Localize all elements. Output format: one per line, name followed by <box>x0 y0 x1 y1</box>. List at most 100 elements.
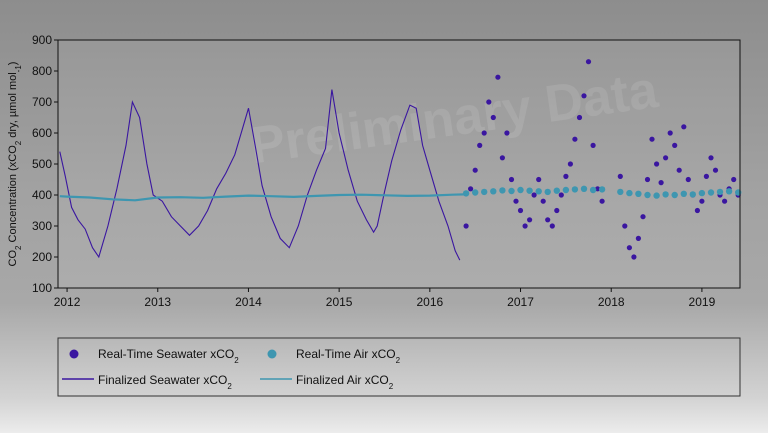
data-point-s1-26 <box>707 189 715 196</box>
data-point-s1-1 <box>472 189 479 196</box>
data-point-s0-45 <box>681 124 687 130</box>
data-point-s0-13 <box>522 223 528 229</box>
data-point-s0-20 <box>554 207 560 214</box>
data-point-s0-35 <box>635 235 642 241</box>
data-point-s0-22 <box>563 173 569 179</box>
data-point-s0-8 <box>499 155 505 161</box>
data-point-s0-32 <box>622 223 628 229</box>
data-point-s0-51 <box>708 155 714 161</box>
data-point-s1-6 <box>517 186 524 194</box>
data-point-s1-27 <box>716 188 724 196</box>
data-point-s0-4 <box>481 130 487 136</box>
data-point-s0-33 <box>626 245 633 251</box>
x-tick-label: 2014 <box>235 295 262 309</box>
x-tick-label: 2015 <box>326 295 353 309</box>
data-point-s0-1 <box>468 186 474 192</box>
x-tick-label: 2018 <box>598 295 625 309</box>
legend-label: Finalized Seawater xCO2 <box>98 373 232 391</box>
data-point-s0-30 <box>599 198 605 204</box>
y-tick-label: 400 <box>32 188 52 202</box>
data-point-s0-17 <box>540 198 546 204</box>
data-point-s1-3 <box>490 188 497 195</box>
x-tick-label: 2016 <box>416 295 443 309</box>
data-point-s1-24 <box>689 191 696 198</box>
data-point-s1-13 <box>580 185 588 192</box>
data-point-s0-18 <box>545 217 551 223</box>
data-point-s1-14 <box>589 186 597 194</box>
data-point-s0-42 <box>667 130 673 136</box>
y-tick-label: 600 <box>32 126 52 140</box>
y-tick-label: 700 <box>32 95 52 109</box>
data-point-s1-7 <box>526 187 533 194</box>
series-line-2 <box>59 89 461 261</box>
legend-label: Real-Time Seawater xCO2 <box>98 347 239 365</box>
x-tick-label: 2013 <box>144 295 171 309</box>
data-point-s1-20 <box>653 192 660 199</box>
data-point-s0-11 <box>513 198 519 204</box>
data-point-s0-46 <box>685 176 691 183</box>
data-point-s0-3 <box>477 142 483 148</box>
data-point-s0-15 <box>531 192 537 198</box>
y-tick-label: 500 <box>32 157 52 171</box>
data-point-s0-28 <box>590 142 596 148</box>
data-point-s0-49 <box>699 198 705 204</box>
data-point-s0-38 <box>649 136 655 142</box>
legend-marker <box>267 349 277 359</box>
data-point-s0-40 <box>658 180 664 186</box>
data-point-s1-18 <box>635 190 642 197</box>
data-point-s0-31 <box>617 173 623 179</box>
data-point-s0-6 <box>490 114 496 121</box>
data-point-s1-15 <box>598 186 606 193</box>
data-point-s1-28 <box>725 188 733 195</box>
data-point-s0-21 <box>558 192 564 198</box>
data-point-s0-5 <box>486 99 492 105</box>
data-point-s1-10 <box>553 187 560 194</box>
data-point-s1-8 <box>535 188 542 195</box>
data-point-s0-2 <box>472 167 478 173</box>
data-point-s1-4 <box>499 187 506 194</box>
legend-label: Real-Time Air xCO2 <box>296 347 401 365</box>
data-point-s0-19 <box>549 223 555 229</box>
data-point-s1-2 <box>481 188 488 196</box>
y-tick-label: 900 <box>32 33 52 47</box>
data-point-s0-39 <box>654 161 660 167</box>
data-point-s0-24 <box>572 136 578 142</box>
data-point-s0-14 <box>527 217 533 223</box>
series-line-3 <box>59 193 465 202</box>
data-point-s0-23 <box>567 161 574 167</box>
data-point-s0-43 <box>672 142 678 148</box>
y-tick-label: 100 <box>32 281 52 295</box>
data-point-s1-12 <box>571 186 579 193</box>
legend-label: Finalized Air xCO2 <box>296 373 394 391</box>
data-point-s1-0 <box>462 190 470 197</box>
data-point-s1-9 <box>544 188 551 196</box>
legend-box <box>57 337 741 397</box>
data-point-s1-21 <box>662 191 669 198</box>
x-tick-label: 2019 <box>689 295 716 309</box>
data-point-s0-50 <box>703 173 710 179</box>
data-point-s0-44 <box>676 167 682 173</box>
data-point-s0-37 <box>644 176 651 183</box>
legend-marker <box>69 349 79 359</box>
data-point-s0-56 <box>731 176 737 183</box>
data-point-s0-36 <box>640 214 646 220</box>
data-point-s0-26 <box>581 93 587 99</box>
data-point-s1-23 <box>680 190 687 197</box>
x-tick-label: 2012 <box>54 295 81 309</box>
data-point-s0-34 <box>631 254 637 260</box>
data-point-s0-16 <box>536 176 542 183</box>
plot-area <box>58 40 740 288</box>
data-point-s1-17 <box>626 189 633 197</box>
data-point-s1-5 <box>508 187 515 195</box>
data-point-s1-16 <box>617 188 624 196</box>
data-point-s1-11 <box>562 186 570 194</box>
data-point-s1-22 <box>671 191 678 199</box>
data-point-s0-10 <box>508 176 515 183</box>
data-point-s0-9 <box>504 130 510 136</box>
data-point-s0-48 <box>694 207 701 214</box>
data-point-s0-54 <box>722 198 728 204</box>
y-tick-label: 800 <box>32 64 52 78</box>
data-point-s0-52 <box>712 167 719 173</box>
y-tick-label: 300 <box>32 219 52 233</box>
